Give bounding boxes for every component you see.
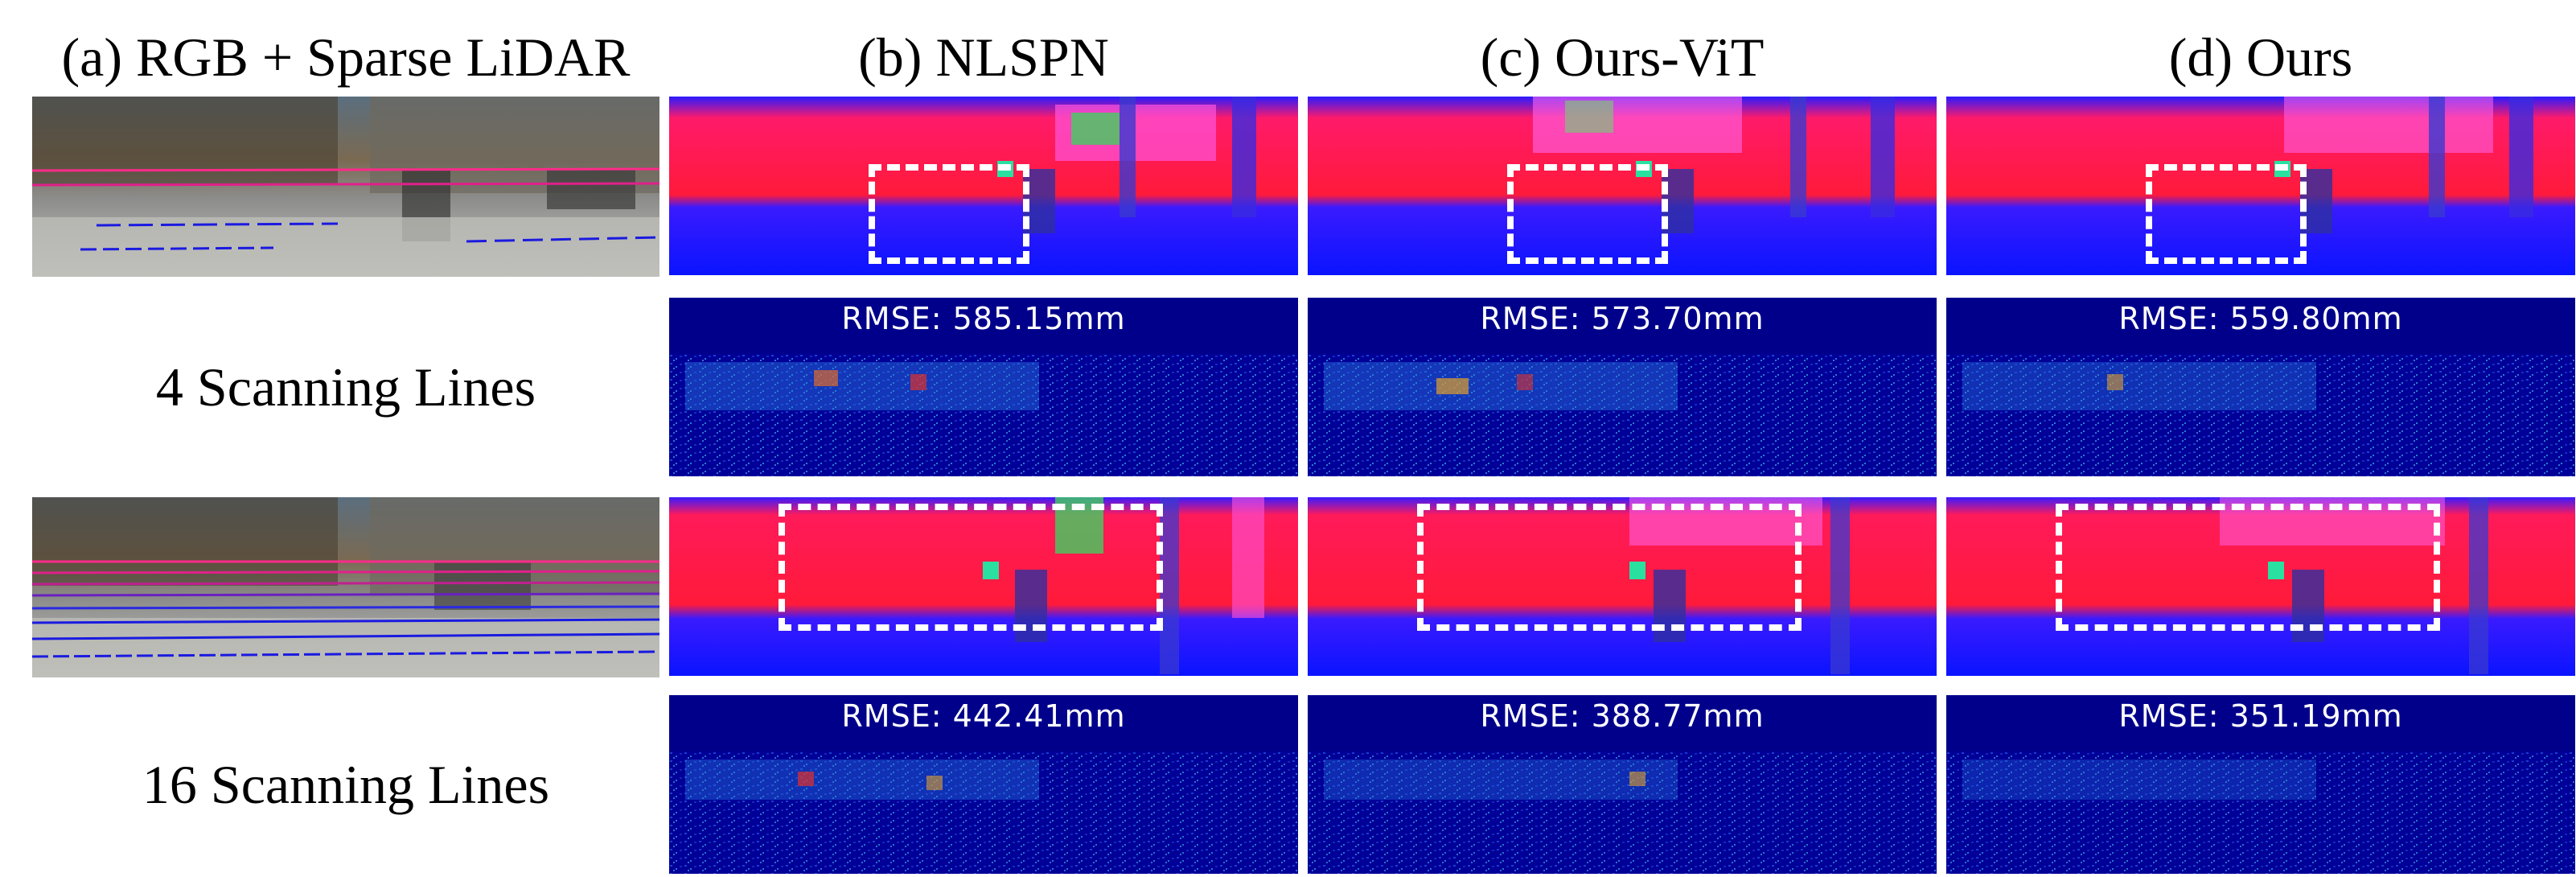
error-map-ours-vit-16-lines: RMSE: 388.77mm	[1308, 695, 1937, 874]
depth-map-nlspn-16-lines	[669, 497, 1298, 676]
highlight-box	[869, 164, 1029, 264]
rmse-label-ours-vit-4-lines: RMSE: 573.70mm	[1308, 301, 1937, 336]
depth-map-ours-16-lines	[1946, 497, 2575, 676]
rmse-label-ours-4-lines: RMSE: 559.80mm	[1946, 301, 2575, 336]
error-map-ours-4-lines: RMSE: 559.80mm	[1946, 298, 2575, 476]
header-nlspn: (b) NLSPN	[669, 21, 1298, 93]
depth-map-ours-4-lines	[1946, 97, 2575, 275]
highlight-box	[1417, 504, 1802, 631]
highlight-box	[2146, 164, 2307, 264]
rgb-sparse-lidar-image-16-lines	[32, 497, 659, 677]
header-ours: (d) Ours	[1946, 21, 2575, 93]
rgb-sparse-lidar-image-4-lines	[32, 97, 659, 277]
row-label-4-lines: 4 Scanning Lines	[32, 298, 659, 476]
depth-map-ours-vit-4-lines	[1308, 97, 1937, 275]
highlight-box	[1507, 164, 1668, 264]
row-label-16-lines: 16 Scanning Lines	[32, 695, 659, 874]
rmse-label-ours-16-lines: RMSE: 351.19mm	[1946, 698, 2575, 734]
header-ours-vit: (c) Ours-ViT	[1308, 21, 1937, 93]
error-map-nlspn-4-lines: RMSE: 585.15mm	[669, 298, 1298, 476]
error-map-ours-16-lines: RMSE: 351.19mm	[1946, 695, 2575, 874]
error-map-nlspn-16-lines: RMSE: 442.41mm	[669, 695, 1298, 874]
depth-map-nlspn-4-lines	[669, 97, 1298, 275]
depth-map-ours-vit-16-lines	[1308, 497, 1937, 676]
highlight-box	[2056, 504, 2440, 631]
highlight-box	[779, 504, 1163, 631]
error-map-ours-vit-4-lines: RMSE: 573.70mm	[1308, 298, 1937, 476]
rmse-label-nlspn-4-lines: RMSE: 585.15mm	[669, 301, 1298, 336]
rmse-label-ours-vit-16-lines: RMSE: 388.77mm	[1308, 698, 1937, 734]
header-rgb-sparse-lidar: (a) RGB + Sparse LiDAR	[32, 21, 659, 93]
rmse-label-nlspn-16-lines: RMSE: 442.41mm	[669, 698, 1298, 734]
